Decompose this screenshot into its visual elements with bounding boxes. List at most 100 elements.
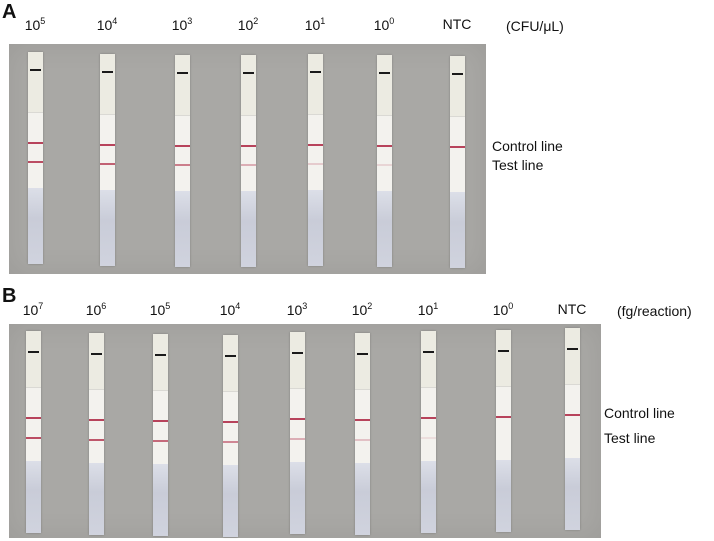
lane-label-base: 10 — [373, 17, 390, 33]
panel-a-lane-label-0: 105 — [24, 17, 46, 33]
panel-b-lane-label-1: 106 — [85, 301, 107, 318]
panel-a-test-strip-1 — [100, 54, 115, 266]
strip-reading-window — [28, 112, 43, 189]
strip-mark — [177, 72, 188, 74]
strip-sample-pad — [89, 463, 104, 535]
strip-mark — [310, 71, 321, 73]
panel-a-test-strip-4 — [308, 54, 323, 266]
strip-sample-pad — [175, 191, 190, 267]
strip-sample-pad — [450, 192, 465, 268]
strip-reading-window — [355, 389, 370, 464]
control-line — [100, 144, 115, 146]
lane-label-base: 10 — [286, 302, 303, 318]
test-line — [28, 161, 43, 163]
strip-sample-pad — [290, 462, 305, 534]
test-line — [223, 441, 238, 443]
strip-reading-window — [565, 384, 580, 459]
strip-cap — [223, 335, 238, 391]
control-line — [290, 418, 305, 420]
strip-mark — [452, 73, 463, 75]
strip-cap — [28, 52, 43, 112]
lane-label-base: 10 — [351, 302, 368, 318]
test-line — [241, 164, 256, 166]
panel-a-test-strip-2 — [175, 55, 190, 267]
control-line — [223, 421, 238, 423]
strip-reading-window — [26, 387, 41, 462]
panel-b-test-strips-photo — [9, 324, 601, 538]
lane-label-base: 10 — [24, 17, 41, 33]
strip-cap — [241, 55, 256, 115]
panel-b-test-strip-5 — [355, 333, 370, 535]
lane-label-base: 10 — [85, 302, 102, 318]
lane-label-base: 10 — [22, 302, 39, 318]
lane-label-exponent: 4 — [235, 301, 241, 311]
panel-a-letter: A — [2, 1, 17, 23]
strip-cap — [308, 54, 323, 114]
test-line — [308, 163, 323, 165]
control-line — [241, 145, 256, 147]
test-line — [355, 439, 370, 441]
lane-label-exponent: 0 — [389, 16, 395, 26]
control-line — [308, 144, 323, 146]
lane-label-exponent: 3 — [302, 301, 308, 311]
strip-reading-window — [421, 387, 436, 462]
strip-sample-pad — [241, 191, 256, 267]
lane-label-exponent: 3 — [187, 16, 193, 26]
control-line — [565, 414, 580, 416]
strip-sample-pad — [100, 190, 115, 266]
lane-label-exponent: 2 — [253, 16, 259, 26]
panel-a-test-strip-5 — [377, 55, 392, 267]
strip-mark — [155, 354, 166, 356]
panel-a-test-strip-3 — [241, 55, 256, 267]
strip-reading-window — [377, 115, 392, 192]
test-line — [153, 440, 168, 442]
lane-label-exponent: 5 — [165, 301, 171, 311]
panel-a-lane-label-1: 104 — [96, 16, 118, 33]
lane-label-base: NTC — [442, 16, 472, 32]
panel-b-unit-label: (fg/reaction) — [617, 303, 692, 319]
panel-a-test-strips-photo — [9, 44, 486, 274]
control-line — [175, 145, 190, 147]
panel-b-lane-label-5: 102 — [351, 302, 373, 318]
strip-cap — [421, 331, 436, 387]
lane-label-exponent: 6 — [101, 301, 107, 311]
strip-reading-window — [175, 115, 190, 192]
strip-cap — [175, 55, 190, 115]
strip-cap — [496, 330, 511, 386]
strip-sample-pad — [223, 465, 238, 537]
strip-reading-window — [308, 114, 323, 191]
strip-cap — [89, 333, 104, 389]
strip-sample-pad — [377, 191, 392, 267]
strip-reading-window — [241, 115, 256, 192]
strip-cap — [290, 332, 305, 388]
panel-b-lane-label-3: 104 — [220, 301, 241, 318]
strip-cap — [26, 331, 41, 387]
lane-label-base: 10 — [417, 302, 434, 318]
strip-reading-window — [89, 389, 104, 464]
strip-reading-window — [450, 116, 465, 193]
lane-label-base: NTC — [557, 301, 587, 317]
strip-reading-window — [496, 386, 511, 461]
strip-reading-window — [223, 391, 238, 466]
control-line — [377, 145, 392, 147]
strip-mark — [567, 348, 578, 350]
panel-b-lane-label-4: 103 — [286, 301, 308, 318]
lane-label-base: 10 — [149, 302, 166, 318]
strip-sample-pad — [308, 190, 323, 266]
panel-a-test-line-label: Test line — [492, 157, 544, 173]
strip-sample-pad — [28, 188, 43, 264]
panel-a-lane-label-5: 100 — [373, 16, 395, 33]
lane-label-exponent: 1 — [433, 301, 439, 311]
lane-label-exponent: 4 — [112, 16, 118, 26]
panel-a-lane-label-6: NTC — [443, 17, 472, 31]
strip-mark — [292, 352, 303, 354]
lane-label-base: 10 — [96, 17, 113, 33]
strip-sample-pad — [496, 460, 511, 532]
strip-reading-window — [100, 114, 115, 191]
strip-mark — [225, 355, 236, 357]
strip-mark — [28, 351, 39, 353]
test-line — [26, 437, 41, 439]
strip-mark — [243, 72, 254, 74]
strip-sample-pad — [26, 461, 41, 533]
test-line — [100, 163, 115, 165]
